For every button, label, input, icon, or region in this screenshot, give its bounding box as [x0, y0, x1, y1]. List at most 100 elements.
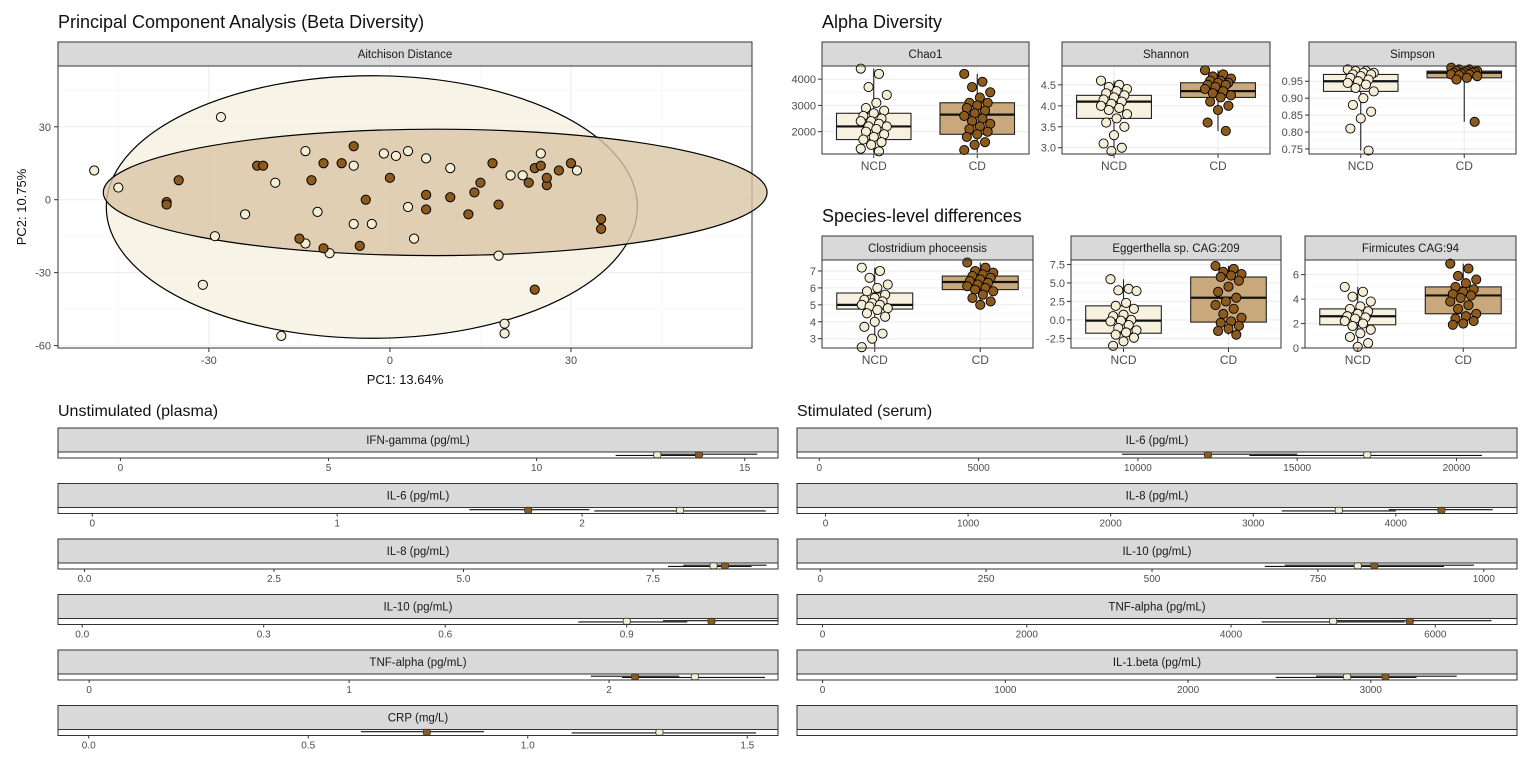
unstim-xtick-label: 0.5 — [301, 741, 315, 752]
stim-xtick-label: 0 — [820, 685, 826, 696]
unstim-strip — [57, 538, 779, 564]
pca-point-ncd — [209, 231, 221, 242]
pca-title: Principal Component Analysis (Beta Diver… — [58, 12, 424, 32]
species-point-cd — [1445, 296, 1456, 307]
pca-point-cd — [523, 177, 534, 188]
unstim-estimate-ncd — [709, 562, 718, 570]
species-panel-border — [1304, 259, 1517, 349]
alpha-title: Alpha Diversity — [822, 12, 942, 32]
species-point-ncd — [880, 311, 891, 322]
unstim-panel — [57, 562, 779, 570]
species-point-ncd — [1108, 340, 1119, 351]
pca-point-ncd — [402, 201, 414, 213]
pca-x-axis-label: PC1: 13.64% — [367, 372, 444, 387]
species-point-ncd — [1347, 320, 1358, 332]
stim-estimate-cd — [1437, 506, 1446, 514]
alpha-point-ncd — [855, 63, 866, 74]
stim-xtick-label: 20000 — [1443, 463, 1471, 474]
pca-point-ncd — [517, 170, 528, 181]
species-point-ncd — [1339, 281, 1350, 292]
species-point-ncd — [1105, 274, 1116, 285]
alpha-point-cd — [959, 110, 970, 121]
species-point-cd — [1226, 270, 1237, 281]
species-point-cd — [1213, 325, 1224, 337]
alpha-point-ncd — [858, 134, 869, 145]
pca-point-ncd — [402, 145, 414, 157]
species-point-ncd — [1128, 332, 1139, 343]
alpha-point-ncd — [1347, 99, 1358, 110]
stim-estimate-cd — [1405, 617, 1414, 625]
alpha-ytick-label: 0.95 — [1282, 76, 1303, 88]
alpha-point-cd — [969, 139, 980, 150]
unstim-xtick-label: 15 — [739, 463, 751, 474]
alpha-point-ncd — [876, 137, 887, 148]
unstim-strip-label: IL-6 (pg/mL) — [387, 491, 450, 503]
stim-xtick-label: 0 — [817, 574, 823, 585]
stim-xtick-label: 3000 — [1242, 519, 1265, 530]
species-point-cd — [967, 293, 978, 304]
species-ytick-label: 5 — [810, 300, 816, 312]
alpha-point-cd — [982, 126, 993, 137]
pca-point-ncd — [215, 111, 227, 123]
unstim-xtick-label: 2.5 — [267, 574, 281, 585]
alpha-strip — [1061, 41, 1271, 67]
species-ytick-label: 6 — [1293, 270, 1299, 282]
alpha-xtick-label: CD — [1209, 159, 1227, 173]
species-point-cd — [1223, 281, 1234, 292]
stim-strip — [796, 705, 1518, 730]
alpha-panel-border — [821, 65, 1030, 155]
alpha-point-ncd — [1106, 146, 1117, 157]
pca-xtick-label: -30 — [201, 355, 217, 367]
alpha-ytick-label: 4.0 — [1041, 101, 1056, 113]
alpha-point-ncd — [1363, 145, 1374, 156]
alpha-point-ncd — [1098, 138, 1109, 149]
stim-title: Stimulated (serum) — [797, 403, 932, 420]
pca-point-ncd — [366, 218, 377, 230]
alpha-point-cd — [959, 145, 970, 156]
stim-panel — [796, 451, 1518, 459]
pca-point-ncd — [408, 233, 420, 244]
alpha-strip-label: Chao1 — [909, 49, 943, 61]
pca-point-cd — [469, 187, 480, 198]
alpha-ytick-label: 0.85 — [1282, 110, 1303, 122]
unstim-xtick-label: 2 — [606, 685, 612, 696]
stim-estimate-ncd — [1343, 673, 1352, 681]
pca-point-cd — [161, 199, 172, 210]
species-point-ncd — [867, 333, 878, 344]
alpha-point-ncd — [855, 116, 866, 127]
pca-point-cd — [318, 158, 329, 169]
unstim-panel — [57, 618, 779, 625]
species-point-cd — [1218, 308, 1229, 320]
species-point-cd — [1220, 296, 1231, 307]
pca-point-ncd — [378, 148, 389, 159]
alpha-ytick-label: 0.80 — [1282, 127, 1303, 139]
species-point-cd — [985, 296, 996, 307]
species-xtick-label: CD — [1455, 353, 1473, 367]
alpha-point-ncd — [873, 68, 885, 79]
species-point-cd — [1447, 319, 1458, 330]
alpha-point-ncd — [871, 97, 882, 108]
pca-ytick-label: 0 — [45, 195, 51, 207]
pca-point-cd — [360, 194, 371, 205]
unstim-estimate-cd — [694, 451, 703, 459]
alpha-ytick-label: 0.75 — [1282, 144, 1303, 156]
unstim-estimate-cd — [707, 617, 716, 625]
unstim-panel — [57, 729, 779, 736]
unstim-panel — [57, 507, 779, 514]
unstim-estimate-ncd — [676, 506, 685, 514]
alpha-ytick-label: 2000 — [792, 127, 816, 139]
alpha-point-ncd — [1350, 82, 1361, 94]
stim-xtick-label: 2000 — [1100, 519, 1123, 530]
alpha-point-ncd — [1121, 109, 1133, 120]
pca-point-cd — [565, 158, 577, 169]
species-point-cd — [1445, 258, 1456, 269]
unstim-xtick-label: 5 — [326, 463, 332, 474]
species-point-ncd — [856, 342, 867, 353]
species-point-ncd — [861, 286, 873, 297]
species-panel-border — [821, 259, 1034, 349]
stim-panel — [796, 562, 1518, 570]
species-point-ncd — [1110, 300, 1121, 311]
alpha-point-ncd — [1355, 113, 1366, 124]
species-point-ncd — [872, 304, 883, 315]
